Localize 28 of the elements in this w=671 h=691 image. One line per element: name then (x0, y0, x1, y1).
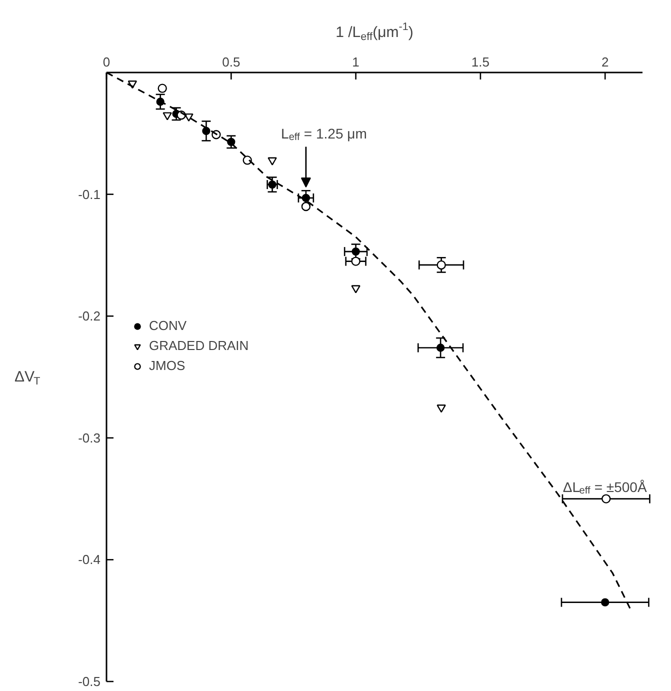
legend-label: GRADED DRAIN (149, 338, 249, 353)
point (436, 344, 445, 352)
y-tick-label: -0.2 (78, 308, 101, 324)
x-tick-label: 1 (352, 54, 360, 70)
y-tick-label: -0.5 (78, 674, 101, 689)
legend-label: CONV (149, 318, 187, 333)
point (601, 598, 610, 606)
point (158, 84, 167, 93)
y-tick-label: -0.3 (78, 430, 101, 446)
x-tick-label: 1.5 (471, 54, 490, 70)
point (301, 202, 311, 212)
point (268, 157, 277, 166)
point (436, 260, 446, 270)
point (602, 494, 611, 504)
y-tick-label: -0.1 (78, 186, 101, 202)
y-tick-label: -0.4 (78, 552, 101, 568)
point (351, 285, 360, 294)
point (436, 404, 446, 413)
legend-label: JMOS (149, 358, 186, 373)
point (162, 112, 172, 120)
point (351, 256, 360, 266)
x-tick-label: 0.5 (222, 54, 240, 70)
x-tick-label: 2 (601, 54, 609, 70)
x-tick-label: 0 (102, 54, 110, 70)
point (227, 138, 236, 146)
point (302, 194, 310, 202)
point (352, 247, 360, 256)
point (202, 126, 210, 136)
